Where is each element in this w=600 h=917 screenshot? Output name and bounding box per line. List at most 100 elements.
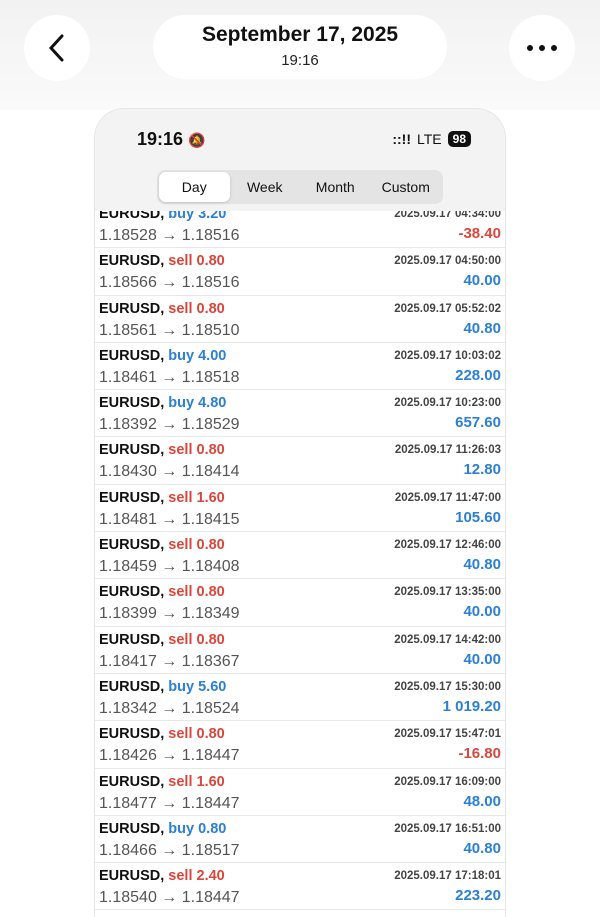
bell-slash-icon: 🔕 [188, 132, 206, 148]
status-time: 19:16 🔕 [137, 129, 206, 150]
trade-time: 2025.09.17 05:52:02 [394, 302, 501, 315]
trade-side-volume: buy 4.80 [168, 395, 227, 412]
symbol: EURUSD, [99, 489, 165, 506]
trade-prices: 1.18430 → 1.18414 [99, 463, 240, 481]
trade-profit: 40.00 [463, 650, 501, 668]
trade-row[interactable]: EURUSD, buy 0.80 1.18466 → 1.18517 2025.… [95, 816, 505, 864]
trade-row[interactable]: EURUSD, sell 1.60 1.18481 → 1.18415 2025… [95, 485, 505, 533]
trade-title: EURUSD, sell 0.80 [99, 301, 501, 317]
trade-prices: 1.18461 → 1.18518 [99, 368, 240, 386]
trade-time: 2025.09.17 16:51:00 [394, 822, 501, 835]
trade-row[interactable]: EURUSD, sell 1.60 1.18477 → 1.18447 2025… [95, 769, 505, 816]
trade-prices: 1.18342 → 1.18524 [99, 699, 240, 717]
trade-time: 2025.09.17 15:30:00 [394, 680, 501, 693]
tab-month[interactable]: Month [315, 179, 355, 195]
trade-prices: 1.18426 → 1.18447 [99, 747, 240, 765]
symbol: EURUSD, [99, 300, 165, 317]
trade-title: EURUSD, sell 2.40 [99, 868, 501, 884]
trade-time: 2025.09.17 17:18:01 [394, 870, 501, 883]
screenshot: 19:16 🔕 ::!! LTE 98 Day Week Month Custom E… [94, 108, 506, 917]
trade-title: EURUSD, buy 0.80 [99, 821, 501, 837]
symbol: EURUSD, [99, 347, 165, 364]
trade-title: EURUSD, sell 0.80 [99, 537, 501, 553]
trade-side-volume: sell 1.60 [168, 489, 225, 506]
trade-row[interactable]: EURUSD, sell 0.80 1.18399 → 1.18349 2025… [95, 579, 505, 627]
trade-prices: 1.18399 → 1.18349 [99, 605, 240, 623]
symbol: EURUSD, [99, 253, 165, 270]
tab-day[interactable]: Day [159, 172, 230, 202]
trade-row[interactable]: EURUSD, sell 0.80 1.18430 → 1.18414 2025… [95, 437, 505, 485]
signal-icon: ::!! [392, 131, 411, 147]
trade-profit: 12.80 [463, 461, 501, 479]
trade-side-volume: sell 0.80 [168, 442, 225, 459]
trade-time: 2025.09.17 11:26:03 [394, 444, 501, 457]
trade-profit: 40.80 [463, 556, 501, 574]
trade-profit: 228.00 [455, 366, 501, 384]
trade-row[interactable]: EURUSD, buy 4.80 1.18392 → 1.18529 2025.… [95, 390, 505, 438]
trade-profit: 40.00 [463, 272, 501, 290]
trade-side-volume: sell 0.80 [168, 537, 225, 554]
trade-time: 2025.09.17 04:50:00 [394, 255, 501, 268]
trade-row[interactable]: EURUSD, sell 0.80 1.18566 → 1.18516 2025… [95, 248, 505, 296]
photo-time: 19:16 [281, 52, 319, 69]
trade-row[interactable]: EURUSD, buy 5.60 1.18342 → 1.18524 2025.… [95, 674, 505, 722]
trade-title: EURUSD, sell 0.80 [99, 442, 501, 458]
symbol: EURUSD, [99, 726, 165, 743]
trade-prices: 1.18481 → 1.18415 [99, 510, 240, 528]
trade-row[interactable]: EURUSD, sell 0.80 1.18426 → 1.18447 2025… [95, 721, 505, 769]
trade-prices: 1.18466 → 1.18517 [99, 841, 240, 859]
more-button[interactable] [509, 15, 575, 81]
trade-prices: 1.18528 → 1.18516 [99, 227, 240, 244]
date-pill: September 17, 2025 19:16 [153, 15, 447, 79]
trade-profit: 657.60 [455, 414, 501, 432]
trade-side-volume: sell 2.40 [168, 868, 225, 885]
trade-side-volume: sell 0.80 [168, 253, 225, 270]
symbol: EURUSD, [99, 868, 165, 885]
trade-time: 2025.09.17 11:47:00 [394, 491, 501, 504]
trade-title: EURUSD, sell 0.80 [99, 584, 501, 600]
back-button[interactable] [24, 15, 90, 81]
trade-prices: 1.18392 → 1.18529 [99, 416, 240, 434]
trade-profit: 1 019.20 [442, 697, 501, 715]
ellipsis-icon [527, 45, 557, 51]
trade-title: EURUSD, buy 4.00 [99, 348, 501, 364]
trade-title: EURUSD, sell 0.80 [99, 632, 501, 648]
trade-time: 2025.09.17 16:09:00 [394, 775, 501, 788]
symbol: EURUSD, [99, 631, 165, 648]
trade-side-volume: sell 1.60 [168, 773, 225, 790]
trade-profit: 105.60 [455, 508, 501, 526]
viewer-header: September 17, 2025 19:16 [0, 0, 600, 110]
trade-prices: 1.18417 → 1.18367 [99, 652, 240, 670]
trade-profit: -38.40 [458, 225, 501, 242]
trade-prices: 1.18540 → 1.18447 [99, 889, 240, 907]
status-indicators: ::!! LTE 98 [392, 131, 471, 147]
trade-time: 2025.09.17 12:46:00 [394, 539, 501, 552]
trade-prices: 1.18566 → 1.18516 [99, 274, 240, 292]
trade-row[interactable]: EURUSD, sell 0.80 1.18417 → 1.18367 2025… [95, 627, 505, 674]
trade-profit: 40.00 [463, 603, 501, 621]
trade-side-volume: buy 5.60 [168, 678, 227, 695]
network-label: LTE [417, 131, 442, 147]
tab-custom[interactable]: Custom [381, 179, 430, 195]
trade-title: EURUSD, buy 5.60 [99, 679, 501, 695]
trade-title: EURUSD, buy 4.80 [99, 395, 501, 411]
symbol: EURUSD, [99, 537, 165, 554]
trade-title: EURUSD, sell 1.60 [99, 774, 501, 790]
symbol: EURUSD, [99, 820, 165, 837]
symbol: EURUSD, [99, 773, 165, 790]
trade-title: EURUSD, sell 0.80 [99, 253, 501, 269]
trade-row[interactable]: EURUSD, buy 4.00 1.18461 → 1.18518 2025.… [95, 343, 505, 391]
trade-row[interactable]: EURUSD, sell 0.80 1.18561 → 1.18510 2025… [95, 296, 505, 343]
trade-time: 2025.09.17 14:42:00 [394, 633, 501, 646]
trade-row[interactable]: EURUSD, sell 0.80 1.18459 → 1.18408 2025… [95, 532, 505, 580]
trade-side-volume: sell 0.80 [168, 631, 225, 648]
photo-date: September 17, 2025 [201, 23, 399, 46]
trade-profit: -16.80 [458, 745, 501, 763]
symbol: EURUSD, [99, 584, 165, 601]
trade-time: 2025.09.17 13:35:00 [394, 586, 501, 599]
tab-week[interactable]: Week [246, 179, 283, 195]
trade-row[interactable]: EURUSD, sell 2.40 1.18540 → 1.18447 2025… [95, 863, 505, 911]
trade-prices: 1.18561 → 1.18510 [99, 321, 240, 339]
trade-list[interactable]: EURUSD, buy 3.20 1.18528 → 1.18516 2025.… [95, 201, 505, 911]
trade-side-volume: sell 0.80 [168, 726, 225, 743]
